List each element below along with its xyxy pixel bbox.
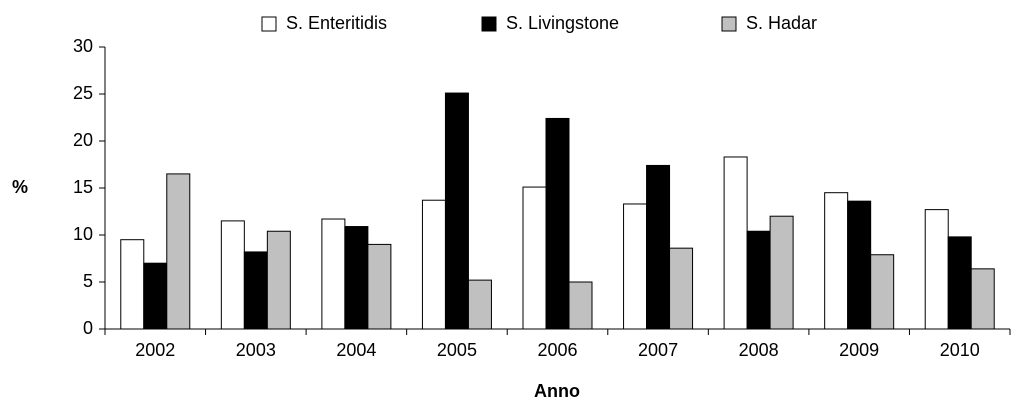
bar [545,117,570,330]
legend-label: S. Hadar [746,13,817,33]
bar [824,192,849,330]
y-tick-label: 15 [73,177,93,197]
bar [321,218,346,330]
bar [421,199,446,330]
y-tick-label: 25 [73,83,93,103]
y-tick-label: 10 [73,224,93,244]
y-tick-label: 0 [83,318,93,338]
x-tick-label: 2002 [135,340,175,360]
x-axis-label: Anno [534,381,580,401]
bar [847,200,872,330]
bar [522,186,547,330]
bar [970,268,995,330]
bar [746,230,771,330]
bar [444,92,469,330]
bar [120,239,145,330]
legend-label: S. Livingstone [506,13,619,33]
bar [870,254,895,330]
x-tick-label: 2004 [336,340,376,360]
bar [669,247,694,330]
bar [568,281,593,330]
bar [947,236,972,330]
bar [143,262,168,330]
y-tick-label: 20 [73,130,93,150]
x-tick-label: 2010 [940,340,980,360]
x-tick-label: 2009 [839,340,879,360]
bar [623,203,648,330]
bar [924,209,949,330]
bar [166,173,191,330]
legend-swatch [721,16,737,32]
bar [266,230,291,330]
bar [769,215,794,330]
y-tick-label: 5 [83,271,93,291]
legend-label: S. Enteritidis [286,13,387,33]
bar [243,251,268,330]
legend-swatch [261,16,277,32]
legend-swatch [481,16,497,32]
y-tick-label: 30 [73,36,93,56]
bar [220,220,245,330]
bar [367,243,392,330]
bar [344,226,369,330]
y-axis-label: % [12,177,28,197]
bar [467,279,492,330]
x-tick-label: 2008 [739,340,779,360]
bar [723,156,748,330]
x-tick-label: 2006 [537,340,577,360]
x-tick-label: 2003 [236,340,276,360]
bar [646,164,671,330]
x-tick-label: 2005 [437,340,477,360]
x-tick-label: 2007 [638,340,678,360]
